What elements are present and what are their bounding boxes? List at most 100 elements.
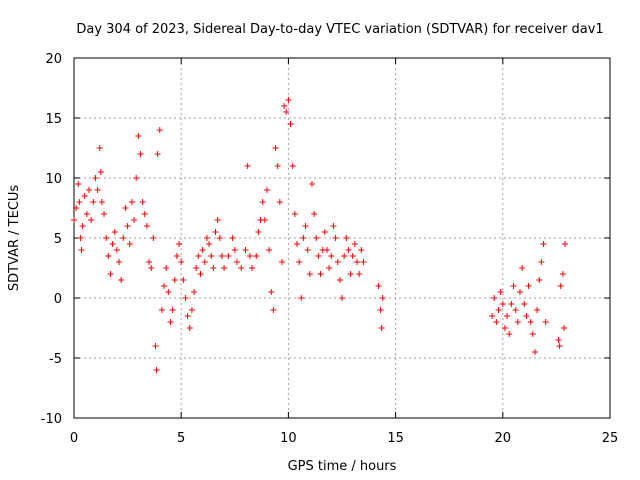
data-point — [88, 217, 95, 223]
data-point — [143, 223, 150, 229]
data-point — [499, 301, 506, 307]
data-point — [298, 295, 305, 301]
data-point — [328, 253, 335, 259]
data-point — [276, 199, 283, 205]
data-point — [270, 307, 277, 313]
data-point — [126, 241, 133, 247]
data-point — [343, 235, 350, 241]
data-point — [81, 193, 88, 199]
data-point — [281, 103, 288, 109]
data-point — [103, 235, 110, 241]
y-tick-label: 15 — [45, 112, 62, 127]
data-point — [278, 259, 285, 265]
data-point — [178, 259, 185, 265]
data-point — [78, 247, 85, 253]
data-point — [156, 127, 163, 133]
data-point — [497, 289, 504, 295]
data-point — [214, 217, 221, 223]
data-point — [557, 283, 564, 289]
data-point — [255, 229, 262, 235]
data-point — [150, 235, 157, 241]
data-point — [506, 331, 513, 337]
data-point — [493, 319, 500, 325]
data-point — [109, 241, 116, 247]
data-point — [167, 319, 174, 325]
data-point — [148, 265, 155, 271]
data-point — [197, 271, 204, 277]
data-point — [540, 241, 547, 247]
data-point — [555, 337, 562, 343]
data-point — [300, 235, 307, 241]
data-point — [201, 259, 208, 265]
data-point — [259, 199, 266, 205]
x-tick-label: 5 — [177, 431, 185, 446]
data-point — [313, 235, 320, 241]
data-point — [261, 217, 268, 223]
data-point — [283, 109, 290, 115]
data-point — [330, 223, 337, 229]
data-point — [90, 199, 97, 205]
data-point — [285, 97, 292, 103]
data-points — [71, 97, 568, 373]
data-point — [321, 229, 328, 235]
data-point — [191, 289, 198, 295]
data-point — [510, 283, 517, 289]
y-tick-label: 20 — [45, 52, 62, 67]
data-point — [512, 307, 519, 313]
chart-title: Day 304 of 2023, Sidereal Day-to-day VTE… — [76, 22, 603, 37]
data-point — [71, 217, 77, 223]
data-point — [358, 247, 365, 253]
data-point — [242, 247, 249, 253]
data-point — [101, 211, 108, 217]
y-tick-label: 0 — [54, 292, 62, 307]
data-point — [332, 235, 339, 241]
data-point — [336, 277, 343, 283]
data-point — [491, 295, 498, 301]
data-point — [146, 259, 153, 265]
grid-lines — [74, 58, 610, 418]
data-point — [141, 211, 148, 217]
data-point — [182, 295, 189, 301]
data-point — [75, 181, 82, 187]
data-point — [514, 319, 521, 325]
data-point — [523, 313, 530, 319]
data-point — [118, 277, 125, 283]
data-point — [519, 265, 526, 271]
data-point — [233, 259, 240, 265]
data-point — [158, 307, 165, 313]
data-point — [153, 367, 160, 373]
data-point — [268, 289, 275, 295]
data-point — [73, 205, 80, 211]
y-tick-label: -10 — [41, 412, 62, 427]
data-point — [107, 271, 114, 277]
data-point — [351, 241, 358, 247]
data-point — [293, 241, 300, 247]
data-point — [113, 247, 120, 253]
data-point — [116, 259, 123, 265]
data-point — [266, 247, 273, 253]
y-tick-label: -5 — [49, 352, 62, 367]
data-point — [311, 211, 318, 217]
data-point — [244, 163, 251, 169]
data-point — [377, 307, 384, 313]
data-point — [171, 277, 178, 283]
data-point — [86, 187, 93, 193]
data-point — [317, 271, 324, 277]
x-tick-labels: 0 5 10 15 20 25 — [70, 431, 618, 446]
data-point — [193, 265, 200, 271]
data-point — [111, 229, 118, 235]
data-point — [323, 247, 330, 253]
data-point — [173, 253, 180, 259]
data-point — [304, 247, 311, 253]
data-point — [212, 229, 219, 235]
data-point — [489, 313, 496, 319]
data-point — [152, 343, 159, 349]
data-point — [560, 325, 567, 331]
data-point — [203, 235, 210, 241]
data-point — [556, 343, 563, 349]
data-point — [94, 187, 101, 193]
x-tick-label: 10 — [280, 431, 297, 446]
data-point — [521, 301, 528, 307]
data-point — [206, 241, 213, 247]
